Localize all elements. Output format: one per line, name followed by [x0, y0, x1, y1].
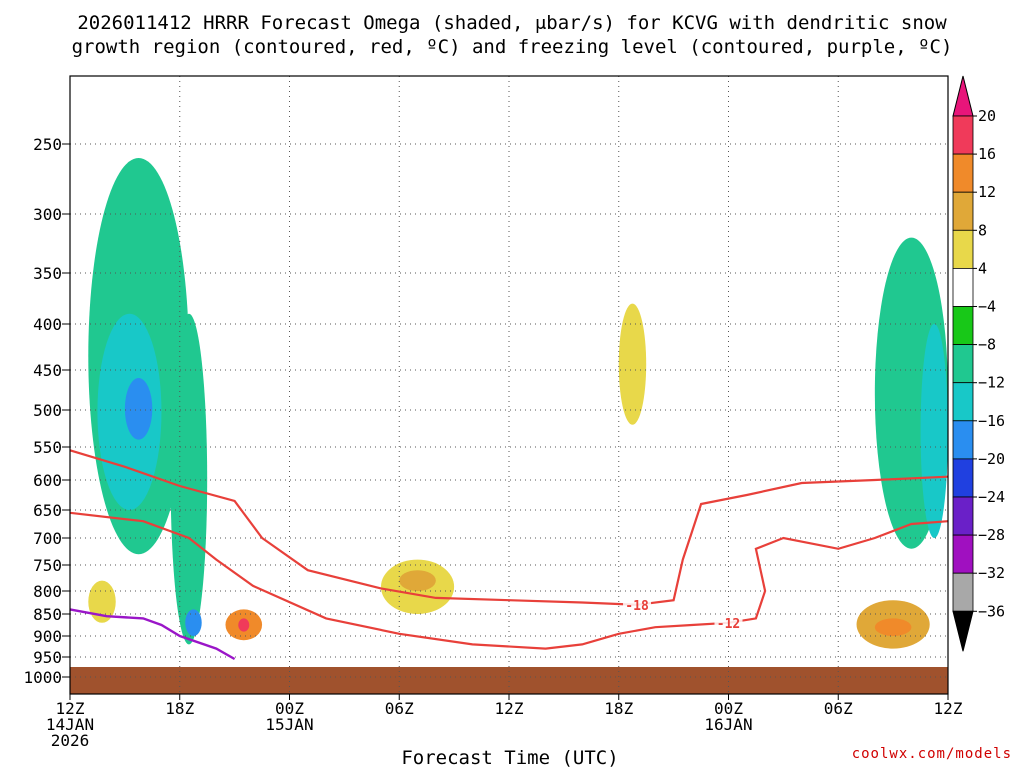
- y-tick-label-350: 350: [33, 264, 62, 283]
- omega-region-15: [874, 618, 912, 636]
- colorbar-label-2: 12: [978, 183, 996, 201]
- y-tick-label-750: 750: [33, 556, 62, 575]
- colorbar: 20 16 12 8 4 −4 −8 −12 −16 −20 −24 −28 −32 −36: [952, 75, 1005, 652]
- colorbar-segment-4: [952, 267, 974, 307]
- colorbar-label-4: 4: [978, 259, 987, 277]
- colorbar-segment-9: [952, 458, 974, 498]
- omega-region-4: [185, 609, 202, 636]
- omega-region-12: [618, 303, 647, 425]
- x-tick-label-36-0: 00Z: [714, 699, 743, 718]
- y-tick-label-550: 550: [33, 438, 62, 457]
- omega-region-10: [399, 570, 436, 591]
- y-axis-ticks: 250 300 350 400 450 500 550 600 650 700 750 800 850 9…: [23, 135, 70, 687]
- y-tick-label-950: 950: [33, 648, 62, 667]
- colorbar-label-1: 16: [978, 145, 996, 163]
- colorbar-label-13: −36: [978, 602, 1005, 620]
- colorbar-label-6: −8: [978, 336, 996, 354]
- colorbar-label-8: −16: [978, 412, 1005, 430]
- colorbar-segment-3: [952, 229, 974, 269]
- chart-title-line-2: growth region (contoured, red, ºC) and f…: [72, 36, 953, 58]
- dgz-label-bg--18: [623, 596, 652, 612]
- colorbar-label-12: −32: [978, 564, 1005, 582]
- y-tick-label-300: 300: [33, 205, 62, 224]
- y-tick-label-1000: 1000: [23, 668, 62, 687]
- colorbar-segment-1: [952, 153, 974, 193]
- colorbar-label-3: 8: [978, 221, 987, 239]
- x-axis-label: Forecast Time (UTC): [401, 747, 618, 768]
- colorbar-segment-7: [952, 382, 974, 422]
- y-tick-label-650: 650: [33, 501, 62, 520]
- colorbar-label-10: −24: [978, 488, 1005, 506]
- omega-region-8: [316, 249, 509, 649]
- colorbar-label-5: −4: [978, 298, 996, 316]
- colorbar-top-arrow: [952, 75, 974, 117]
- colorbar-bottom-arrow: [952, 610, 974, 652]
- credit-text: coolwx.com/models: [852, 746, 1012, 762]
- freezing-level-contour: [69, 608, 236, 661]
- contours: -18 -12: [69, 449, 949, 661]
- x-tick-label-0-0: 12Z: [56, 699, 85, 718]
- x-tick-label-30-0: 18Z: [604, 699, 633, 718]
- x-tick-label-42-0: 06Z: [824, 699, 853, 718]
- x-tick-label-12-0: 00Z: [275, 699, 304, 718]
- omega-shading: [88, 144, 949, 661]
- x-tick-label-36-1: 16JAN: [704, 715, 752, 734]
- dgz-label-bg--12: [714, 614, 743, 630]
- dgz-contour--18: [69, 449, 949, 606]
- colorbar-segment-6: [952, 344, 974, 384]
- y-tick-label-700: 700: [33, 529, 62, 548]
- y-tick-label-500: 500: [33, 401, 62, 420]
- x-tick-label-0-2: 2026: [51, 731, 90, 750]
- x-tick-label-6-0: 18Z: [165, 699, 194, 718]
- colorbar-segment-12: [952, 572, 974, 612]
- x-tick-label-12-1: 15JAN: [265, 715, 313, 734]
- y-tick-label-900: 900: [33, 627, 62, 646]
- y-tick-label-400: 400: [33, 315, 62, 334]
- colorbar-segment-2: [952, 191, 974, 231]
- colorbar-segment-0: [952, 115, 974, 155]
- omega-region-17: [920, 324, 948, 538]
- colorbar-label-11: −28: [978, 526, 1005, 544]
- omega-region-2: [124, 378, 153, 440]
- colorbar-label-9: −20: [978, 450, 1005, 468]
- colorbar-segment-10: [952, 496, 974, 536]
- colorbar-segment-11: [952, 534, 974, 574]
- dgz-contour--12: [69, 511, 949, 650]
- dgz-label--12: -12: [717, 617, 740, 632]
- colorbar-label-0: 20: [978, 107, 996, 125]
- colorbar-label-7: −12: [978, 374, 1005, 392]
- colorbar-segment-8: [952, 420, 974, 460]
- omega-region-7: [238, 618, 250, 632]
- y-tick-label-600: 600: [33, 471, 62, 490]
- y-tick-label-250: 250: [33, 135, 62, 154]
- y-tick-label-800: 800: [33, 582, 62, 601]
- y-tick-label-850: 850: [33, 605, 62, 624]
- x-tick-label-24-0: 12Z: [495, 699, 524, 718]
- dgz-label--18: -18: [625, 599, 649, 614]
- y-tick-label-450: 450: [33, 361, 62, 380]
- colorbar-segment-5: [952, 306, 974, 345]
- chart-title-line-1: 2026011412 HRRR Forecast Omega (shaded, …: [77, 12, 947, 34]
- omega-region-3: [170, 313, 208, 645]
- x-tick-label-48-0: 12Z: [934, 699, 963, 718]
- x-tick-label-0-1: 14JAN: [46, 715, 94, 734]
- x-tick-label-18-0: 06Z: [385, 699, 414, 718]
